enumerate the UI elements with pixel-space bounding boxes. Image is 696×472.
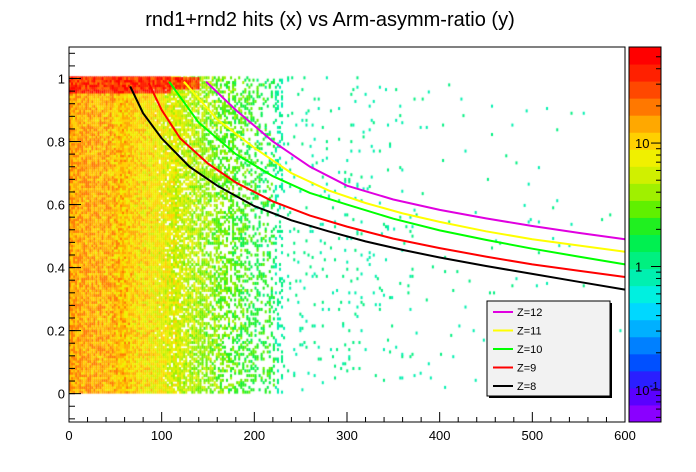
x-tick-label: 300 [336, 428, 358, 443]
colorbar-swatch [629, 64, 661, 82]
x-tick-label: 400 [429, 428, 451, 443]
legend: Z=12 Z=11 Z=10 Z=9 Z=8 [486, 300, 612, 398]
colorbar-swatch [629, 302, 661, 321]
y-tick-label: 1 [58, 72, 65, 87]
colorbar-swatch [629, 98, 661, 116]
legend-label: Z=12 [517, 307, 542, 319]
series-line-Z=11 [183, 81, 626, 253]
colorbar-tick-label: 1 [635, 260, 642, 275]
colorbar-swatch [629, 115, 661, 133]
colorbar-swatch [629, 234, 661, 253]
legend-label: Z=10 [517, 344, 542, 356]
chart-title: rnd1+rnd2 hits (x) vs Arm-asymm-ratio (y… [145, 9, 515, 31]
colorbar-swatch [629, 47, 661, 65]
curve-group [129, 80, 626, 291]
x-tick-label: 100 [151, 428, 173, 443]
colorbar-tick-exponent: -1 [649, 381, 658, 392]
y-tick-label: 0.8 [47, 135, 65, 150]
colorbar-swatch [629, 149, 661, 167]
x-tick-label: 0 [65, 428, 72, 443]
series-line-Z=10 [168, 81, 626, 266]
colorbar-swatch [629, 353, 661, 372]
colorbar-frame [628, 46, 662, 423]
legend-label: Z=8 [517, 381, 536, 393]
colorbar-swatch [629, 387, 661, 406]
x-tick-label: 500 [521, 428, 543, 443]
colorbar-swatch [629, 336, 661, 355]
y-tick-label: 0 [58, 387, 65, 402]
colorbar-swatch [629, 370, 661, 389]
y-axis: 0 0.2 0.4 0.6 0.8 1 [47, 52, 81, 420]
colorbar-swatch [629, 251, 661, 270]
series-line-Z=9 [147, 82, 626, 278]
x-tick-label: 200 [243, 428, 265, 443]
colorbar-tick-label: 10 [635, 136, 649, 151]
colorbar-swatch [629, 285, 661, 304]
colorbar-swatch [629, 268, 661, 287]
colorbar-swatch [629, 166, 661, 184]
colorbar-swatch [629, 132, 661, 150]
y-tick-label: 0.4 [47, 261, 65, 276]
legend-label: Z=11 [517, 326, 542, 338]
series-line-Z=8 [129, 85, 626, 291]
x-tick-label: 600 [614, 428, 636, 443]
series-line-Z=12 [205, 80, 626, 241]
colorbar-swatch [629, 319, 661, 338]
x-axis: 0 100 200 300 400 500 600 [65, 412, 636, 443]
colorbar-swatch [629, 200, 661, 218]
colorbar-swatch [629, 217, 661, 235]
colorbar-swatch [629, 81, 661, 99]
colorbar-swatch [629, 183, 661, 201]
y-tick-label: 0.2 [47, 324, 65, 339]
y-tick-label: 0.6 [47, 198, 65, 213]
legend-label: Z=9 [517, 363, 536, 375]
colorbar-swatch [629, 404, 661, 423]
